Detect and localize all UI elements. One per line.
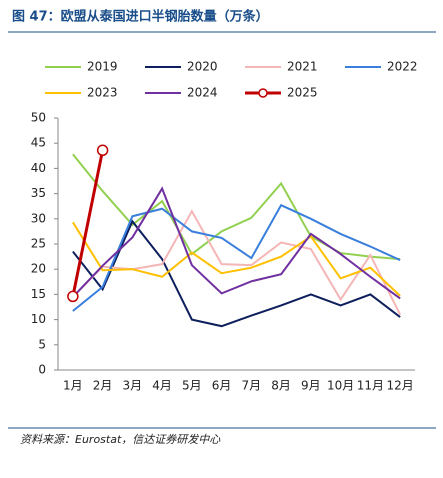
legend-label: 2021 xyxy=(287,60,318,74)
y-tick-label: 45 xyxy=(31,136,46,150)
series-line xyxy=(72,203,401,312)
series-line xyxy=(72,186,401,300)
y-tick-label: 0 xyxy=(38,363,46,377)
series-line xyxy=(72,221,401,297)
x-tick-label: 1月 xyxy=(63,379,83,393)
y-tick-label: 50 xyxy=(31,111,46,125)
y-tick-label: 40 xyxy=(31,161,46,175)
y-tick-label: 10 xyxy=(31,312,46,326)
source: 资料来源：Eurostat，信达证券研发中心 xyxy=(20,433,221,446)
series-line xyxy=(72,219,401,328)
legend-label: 2025 xyxy=(287,86,318,100)
x-tick-label: 7月 xyxy=(242,379,262,393)
y-tick-label: 25 xyxy=(31,237,46,251)
x-tick-label: 5月 xyxy=(182,379,202,393)
x-tick-label: 8月 xyxy=(271,379,291,393)
legend-label: 2022 xyxy=(387,60,418,74)
y-tick-label: 20 xyxy=(31,262,46,276)
x-tick-label: 6月 xyxy=(212,379,232,393)
point-marker xyxy=(96,144,109,157)
legend-label: 2023 xyxy=(87,86,118,100)
y-tick-label: 15 xyxy=(31,287,46,301)
chart-title: 图 47：欧盟从泰国进口半钢胎数量（万条） xyxy=(12,9,269,25)
y-tick-label: 5 xyxy=(38,337,46,351)
x-tick-label: 3月 xyxy=(123,379,143,393)
point-marker xyxy=(67,290,79,303)
x-tick-label: 4月 xyxy=(152,379,172,393)
legend-label: 2019 xyxy=(87,60,118,74)
legend-marker xyxy=(258,88,268,98)
series-line xyxy=(71,149,105,297)
y-tick-label: 30 xyxy=(31,211,46,225)
legend-label: 2024 xyxy=(187,86,218,100)
x-tick-label: 2月 xyxy=(93,379,113,393)
legend-label: 2020 xyxy=(187,60,218,74)
series-line xyxy=(72,153,401,261)
y-tick-label: 35 xyxy=(31,186,46,200)
x-tick-label: 10月 xyxy=(327,379,354,393)
x-tick-label: 11月 xyxy=(357,379,384,393)
x-tick-label: 12月 xyxy=(386,379,413,393)
x-tick-label: 9月 xyxy=(301,379,321,393)
